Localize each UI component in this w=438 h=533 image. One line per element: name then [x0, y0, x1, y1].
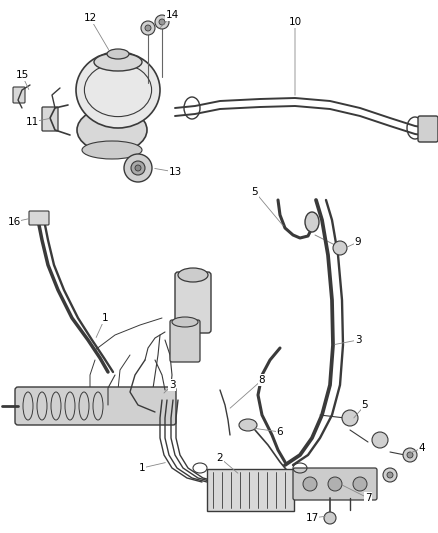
Circle shape: [403, 448, 417, 462]
Circle shape: [155, 15, 169, 29]
Ellipse shape: [94, 53, 142, 71]
Text: 1: 1: [139, 463, 145, 473]
Circle shape: [387, 472, 393, 478]
Circle shape: [324, 512, 336, 524]
Text: 7: 7: [365, 493, 371, 503]
Text: 15: 15: [15, 70, 28, 80]
Text: 3: 3: [169, 380, 175, 390]
Text: 16: 16: [7, 217, 21, 227]
Text: 9: 9: [355, 237, 361, 247]
Ellipse shape: [305, 212, 319, 232]
Ellipse shape: [77, 108, 147, 152]
Circle shape: [145, 25, 151, 31]
Circle shape: [407, 452, 413, 458]
Circle shape: [159, 19, 165, 25]
FancyBboxPatch shape: [170, 320, 200, 362]
Circle shape: [353, 477, 367, 491]
Text: 1: 1: [102, 313, 108, 323]
FancyBboxPatch shape: [29, 211, 49, 225]
FancyBboxPatch shape: [175, 272, 211, 333]
Ellipse shape: [107, 49, 129, 59]
Text: 8: 8: [259, 375, 265, 385]
Circle shape: [372, 432, 388, 448]
Ellipse shape: [178, 268, 208, 282]
Text: 10: 10: [289, 17, 301, 27]
Text: 2: 2: [217, 453, 223, 463]
Circle shape: [303, 477, 317, 491]
FancyBboxPatch shape: [13, 87, 25, 103]
FancyBboxPatch shape: [293, 468, 377, 500]
Text: 4: 4: [419, 443, 425, 453]
Ellipse shape: [239, 419, 257, 431]
Ellipse shape: [172, 317, 198, 327]
Text: 6: 6: [277, 427, 283, 437]
FancyBboxPatch shape: [207, 469, 294, 511]
Text: 3: 3: [355, 335, 361, 345]
Circle shape: [141, 21, 155, 35]
Circle shape: [124, 154, 152, 182]
Text: 12: 12: [83, 13, 97, 23]
Text: 11: 11: [25, 117, 39, 127]
Circle shape: [131, 161, 145, 175]
Circle shape: [135, 165, 141, 171]
Circle shape: [342, 410, 358, 426]
FancyBboxPatch shape: [42, 107, 58, 131]
Text: 17: 17: [305, 513, 318, 523]
Ellipse shape: [76, 52, 160, 128]
Circle shape: [333, 241, 347, 255]
Ellipse shape: [82, 141, 142, 159]
Text: 13: 13: [168, 167, 182, 177]
Text: 5: 5: [252, 187, 258, 197]
FancyBboxPatch shape: [418, 116, 438, 142]
FancyBboxPatch shape: [15, 387, 176, 425]
Circle shape: [328, 477, 342, 491]
Text: 14: 14: [166, 10, 179, 20]
Circle shape: [383, 468, 397, 482]
Text: 5: 5: [362, 400, 368, 410]
